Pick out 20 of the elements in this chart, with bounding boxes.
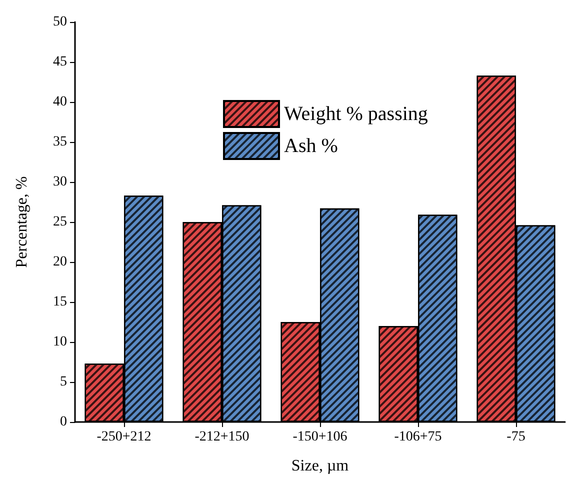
y-tick-label: 20 [53,254,67,270]
legend-label: Ash % [284,135,338,157]
y-tick-label: 45 [53,54,67,70]
y-tick-label: 0 [60,414,67,430]
x-axis-title: Size, µm [291,458,350,474]
x-tick-label: -212+150 [194,430,250,444]
legend-label: Weight % passing [284,103,428,125]
y-tick-label: 25 [53,214,67,230]
x-tick-label: -250+212 [96,430,152,444]
y-tick-label: 35 [53,134,67,150]
y-tick-label: 40 [53,94,67,110]
y-tick-label: 5 [60,374,67,390]
y-tick-label: 15 [53,294,67,310]
x-tick-label: -75 [506,430,526,444]
x-tick-label: -106+75 [394,430,442,444]
y-tick-label: 10 [53,334,67,350]
y-tick-label: 30 [53,174,67,190]
y-tick-label: 50 [53,14,67,30]
y-axis-title: Percentage, % [14,176,30,268]
x-tick-label: -150+106 [292,430,348,444]
